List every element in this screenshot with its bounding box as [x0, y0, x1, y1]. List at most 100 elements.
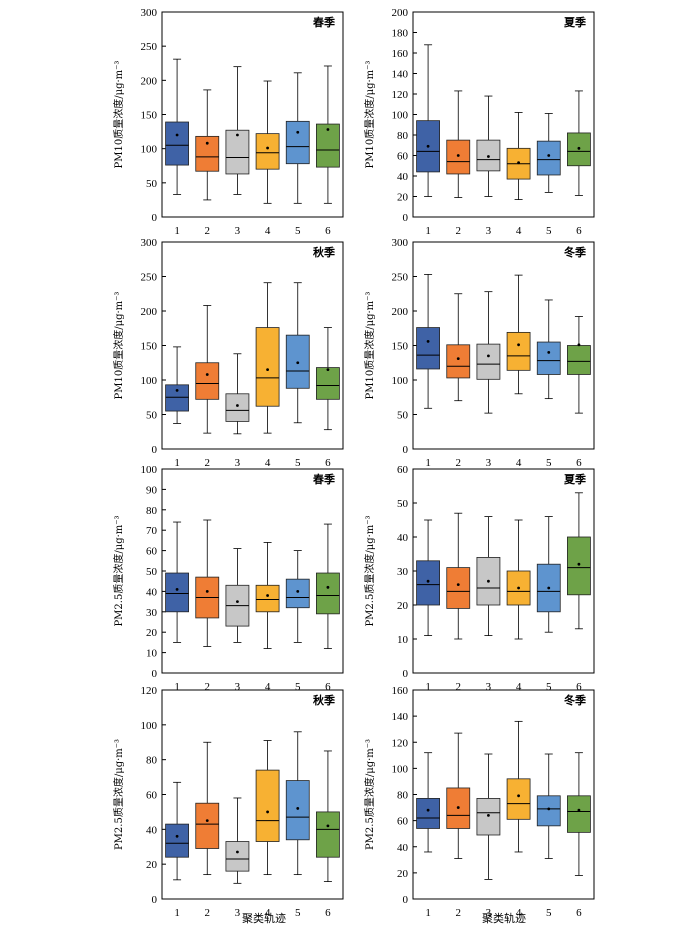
- y-tick-label: 60: [146, 546, 158, 558]
- box-6: [567, 536, 591, 596]
- mean-marker: [426, 579, 430, 583]
- y-axis-label: PM10质量浓度/μg·m⁻³: [112, 61, 125, 169]
- y-tick-label: 20: [397, 868, 409, 880]
- y-tick-label: 0: [403, 668, 409, 680]
- mean-marker: [426, 144, 430, 148]
- y-tick-label: 50: [146, 410, 158, 422]
- y-tick-label: 100: [141, 720, 158, 732]
- x-tick-label: 1: [174, 907, 180, 919]
- y-tick-label: 0: [152, 444, 158, 456]
- panel-title: 冬季: [564, 245, 587, 259]
- mean-marker: [205, 373, 209, 376]
- y-axis-label: PM2.5质量浓度/μg·m⁻³: [112, 515, 125, 626]
- box-3: [225, 393, 250, 422]
- mean-marker: [517, 586, 520, 590]
- x-tick-label: 2: [456, 225, 462, 237]
- panel-title: 秋季: [313, 693, 336, 707]
- y-tick-label: 300: [141, 237, 158, 249]
- x-tick-label: 5: [546, 457, 552, 469]
- mean-marker: [175, 587, 179, 591]
- box-6: [316, 572, 340, 615]
- x-tick-label: 1: [174, 225, 180, 237]
- y-tick-label: 50: [397, 410, 409, 422]
- y-tick-label: 100: [392, 110, 409, 122]
- y-axis-label: PM2.5质量浓度/μg·m⁻³: [112, 739, 125, 850]
- y-tick-label: 200: [392, 306, 409, 318]
- x-tick-label: 1: [174, 457, 180, 469]
- y-tick-label: 140: [392, 711, 409, 723]
- mean-marker: [517, 343, 520, 347]
- x-tick-label: 6: [325, 907, 331, 919]
- y-axis-label: PM10质量浓度/μg·m⁻³: [363, 292, 376, 400]
- x-tick-label: 4: [265, 225, 271, 237]
- x-tick-label: 1: [174, 681, 180, 693]
- y-tick-label: 60: [397, 816, 409, 828]
- mean-marker: [236, 133, 239, 137]
- y-tick-label: 30: [146, 607, 158, 619]
- mean-marker: [296, 807, 300, 810]
- box-6: [316, 811, 340, 858]
- y-axis-label: PM2.5质量浓度/μg·m⁻³: [363, 739, 376, 850]
- box-5: [536, 795, 561, 827]
- panel-title: 秋季: [313, 245, 336, 259]
- y-tick-label: 30: [397, 566, 409, 578]
- box-6: [567, 795, 591, 833]
- mean-marker: [426, 808, 430, 812]
- y-tick-label: 40: [146, 586, 158, 598]
- box-1: [165, 572, 189, 613]
- y-tick-label: 150: [141, 110, 158, 122]
- y-axis-label: PM10质量浓度/μg·m⁻³: [363, 61, 376, 169]
- x-tick-label: 4: [516, 907, 522, 919]
- mean-marker: [487, 579, 490, 583]
- y-tick-label: 180: [392, 28, 409, 40]
- y-tick-label: 160: [392, 48, 409, 60]
- box-5: [536, 341, 561, 375]
- mean-marker: [296, 130, 300, 134]
- y-tick-label: 0: [403, 894, 409, 906]
- y-tick-label: 10: [146, 648, 158, 660]
- y-axis-label: PM2.5质量浓度/μg·m⁻³: [363, 515, 376, 626]
- plot-frame: [412, 689, 595, 900]
- x-tick-label: 2: [205, 457, 211, 469]
- box-6: [316, 367, 340, 400]
- x-tick-label: 4: [265, 681, 271, 693]
- x-tick-label: 3: [486, 225, 492, 237]
- mean-marker: [175, 388, 179, 392]
- y-tick-label: 100: [392, 375, 409, 387]
- mean-marker: [456, 806, 460, 809]
- box-1: [416, 560, 440, 606]
- y-tick-label: 0: [152, 668, 158, 680]
- x-axis-label: 聚类轨迹: [242, 912, 286, 925]
- y-tick-label: 0: [403, 212, 409, 224]
- y-tick-label: 160: [392, 685, 409, 697]
- x-tick-label: 1: [425, 907, 431, 919]
- mean-marker: [577, 562, 581, 566]
- mean-marker: [236, 600, 239, 603]
- y-tick-label: 100: [141, 375, 158, 387]
- mean-marker: [266, 810, 269, 814]
- y-tick-label: 0: [152, 212, 158, 224]
- y-tick-label: 250: [141, 41, 158, 53]
- panel-title: 冬季: [564, 693, 587, 707]
- box-1: [165, 823, 189, 858]
- y-axis-label: PM10质量浓度/μg·m⁻³: [112, 292, 125, 400]
- x-tick-label: 6: [325, 225, 331, 237]
- box-2: [446, 567, 471, 609]
- box-3: [476, 343, 501, 380]
- x-tick-label: 3: [235, 681, 241, 693]
- box-6: [316, 123, 340, 168]
- mean-marker: [326, 128, 330, 131]
- y-tick-label: 140: [392, 69, 409, 81]
- x-tick-label: 4: [516, 681, 522, 693]
- box-1: [416, 327, 440, 370]
- x-tick-label: 6: [325, 457, 331, 469]
- box-5: [285, 780, 310, 841]
- y-tick-label: 120: [141, 685, 158, 697]
- y-tick-label: 80: [146, 505, 158, 517]
- box-2: [446, 139, 471, 175]
- panel-title: 春季: [313, 15, 336, 29]
- mean-marker: [547, 807, 551, 811]
- x-tick-label: 2: [205, 681, 211, 693]
- panel-title: 春季: [313, 472, 336, 486]
- mean-marker: [547, 351, 551, 354]
